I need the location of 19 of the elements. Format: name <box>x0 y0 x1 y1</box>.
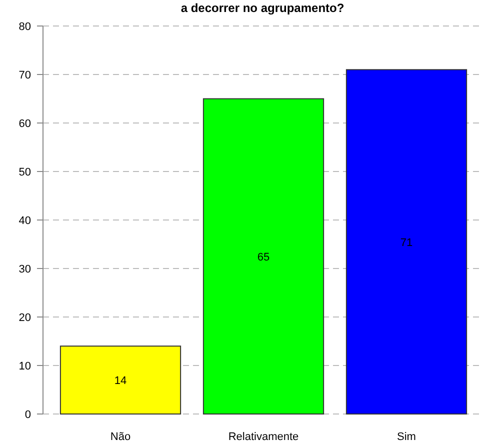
x-tick-label: Não <box>110 431 131 443</box>
data-label: 65 <box>257 251 270 264</box>
chart-title: a decorrer no agrupamento? <box>180 1 344 15</box>
data-label: 14 <box>114 375 127 388</box>
x-tick-label: Sim <box>397 431 416 443</box>
data-label: 71 <box>400 236 413 249</box>
y-tick-label: 70 <box>18 70 31 82</box>
y-tick-label: 80 <box>18 21 31 33</box>
y-tick-label: 0 <box>24 409 31 421</box>
y-tick-label: 40 <box>18 215 31 227</box>
x-tick-label: Relativamente <box>228 431 299 443</box>
y-tick-label: 10 <box>18 360 31 372</box>
bar <box>60 346 182 414</box>
y-tick-label: 50 <box>18 166 31 178</box>
y-tick-label: 60 <box>18 118 31 130</box>
bar <box>202 98 324 414</box>
y-tick-label: 20 <box>18 312 31 324</box>
bar <box>346 69 468 414</box>
y-tick-label: 30 <box>18 264 31 276</box>
